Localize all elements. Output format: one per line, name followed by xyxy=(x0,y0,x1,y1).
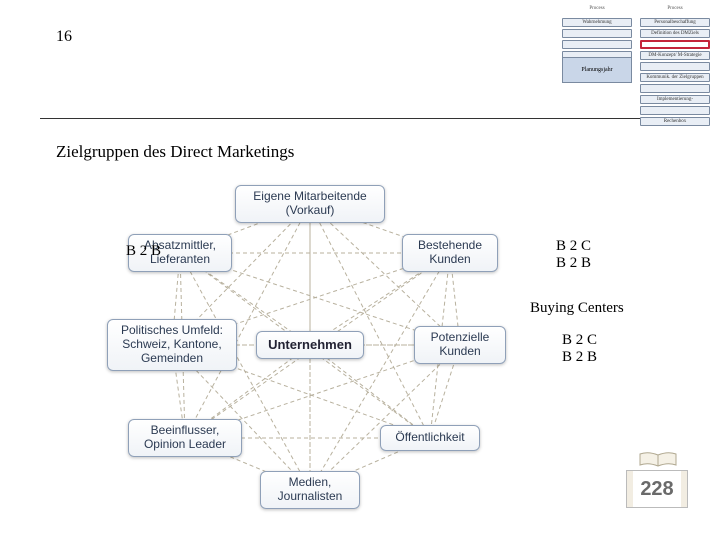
node-top: Eigene Mitarbeitende(Vorkauf) xyxy=(235,185,385,223)
mini-row xyxy=(562,40,632,49)
mini-head-left: Process xyxy=(562,6,632,11)
mini-col-right: Personalbeschaffung Definition des DMZiel… xyxy=(640,18,710,126)
mini-row: Rechenbox xyxy=(640,117,710,126)
node-center: Unternehmen xyxy=(256,331,364,359)
mini-row xyxy=(562,29,632,38)
node-mr: PotenzielleKunden xyxy=(414,326,506,364)
node-tr: BestehendeKunden xyxy=(402,234,498,272)
mini-row: DM-Konzept/ M-Strategie xyxy=(640,51,710,60)
label-b2b-left: B 2 B xyxy=(126,243,161,260)
page-badge: 228 xyxy=(626,470,688,508)
mini-row: Implementierung- Durchführungsplan xyxy=(640,95,710,104)
mini-col-left: Wahrnehmung xyxy=(562,18,632,60)
node-ml: Politisches Umfeld:Schweiz, Kantone,Geme… xyxy=(107,319,237,371)
mini-big-left: Planungsjahr xyxy=(562,57,632,83)
label-b2c-b2b-mid-right: B 2 CB 2 B xyxy=(562,332,597,366)
label-b2c-b2b-top-right: B 2 CB 2 B xyxy=(556,238,591,272)
mini-nav: Process Process Wahrnehmung Planungsjahr… xyxy=(562,6,710,110)
divider xyxy=(40,118,672,119)
node-bl: Beeinflusser,Opinion Leader xyxy=(128,419,242,457)
mini-row: Definition des DMZiels xyxy=(640,29,710,38)
node-bot: Medien,Journalisten xyxy=(260,471,360,509)
mini-row xyxy=(640,84,710,93)
subtitle: Zielgruppen des Direct Marketings xyxy=(56,142,294,162)
mini-head-right: Process xyxy=(640,6,710,11)
node-br: Öffentlichkeit xyxy=(380,425,480,451)
page-number-top: 16 xyxy=(56,28,72,46)
mini-row xyxy=(640,40,710,49)
book-icon xyxy=(638,452,678,468)
label-buying-centers: Buying Centers xyxy=(530,300,624,317)
mini-row xyxy=(640,62,710,71)
mini-row: Kommunik. der Zielgruppen xyxy=(640,73,710,82)
mini-row: Wahrnehmung xyxy=(562,18,632,27)
mini-row: Personalbeschaffung xyxy=(640,18,710,27)
mini-row xyxy=(640,106,710,115)
network-diagram: Unternehmen Eigene Mitarbeitende(Vorkauf)… xyxy=(110,180,510,520)
